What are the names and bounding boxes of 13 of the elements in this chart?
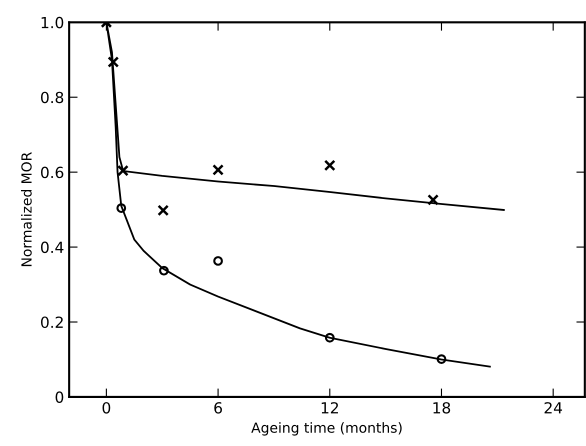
y-tick-label: 0.2: [41, 316, 63, 328]
x-tick-label: 6: [214, 402, 222, 414]
y-tick-label: 1.0: [42, 16, 64, 28]
x-tick-label: 24: [544, 402, 562, 414]
y-tick-label: 0.6: [41, 166, 64, 178]
y-tick-label: 0.8: [41, 92, 64, 104]
x-tick-label: 12: [322, 402, 338, 414]
y-tick-label: 0: [56, 391, 64, 403]
y-tick-label: 0.4: [41, 242, 64, 254]
x-tick-label: 18: [433, 402, 450, 414]
x-tick-label: 0: [102, 402, 110, 414]
y-axis-title: Normalized MOR: [20, 152, 32, 266]
x-axis-title: Ageing time (months): [251, 422, 402, 436]
